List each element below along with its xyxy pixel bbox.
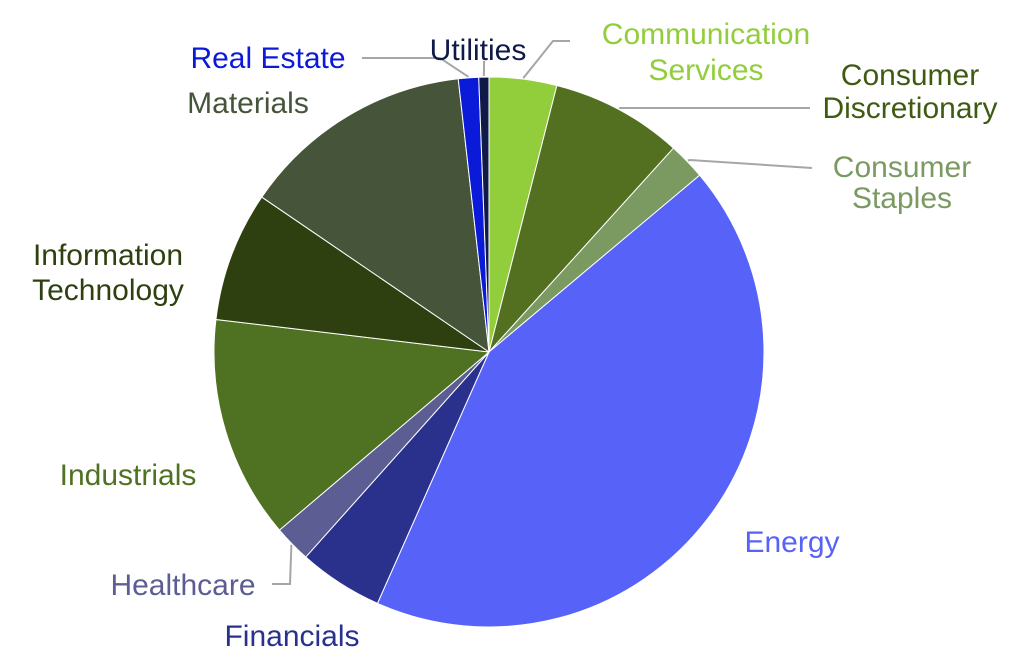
slice-label-real-estate: Real Estate bbox=[190, 42, 345, 75]
slice-label-utilities: Utilities bbox=[430, 34, 527, 67]
pie-slices bbox=[214, 77, 764, 627]
slice-label-healthcare: Healthcare bbox=[110, 569, 255, 602]
leader-line-communication-services bbox=[523, 41, 570, 78]
leader-line-consumer-staples bbox=[688, 160, 812, 168]
slice-label-financials: Financials bbox=[224, 620, 359, 652]
slice-label-materials: Materials bbox=[187, 87, 309, 120]
leader-line-consumer-discretionary bbox=[620, 108, 811, 109]
slice-label-energy: Energy bbox=[744, 526, 839, 559]
slice-label-industrials: Industrials bbox=[60, 459, 197, 492]
leader-line-healthcare bbox=[272, 545, 291, 584]
